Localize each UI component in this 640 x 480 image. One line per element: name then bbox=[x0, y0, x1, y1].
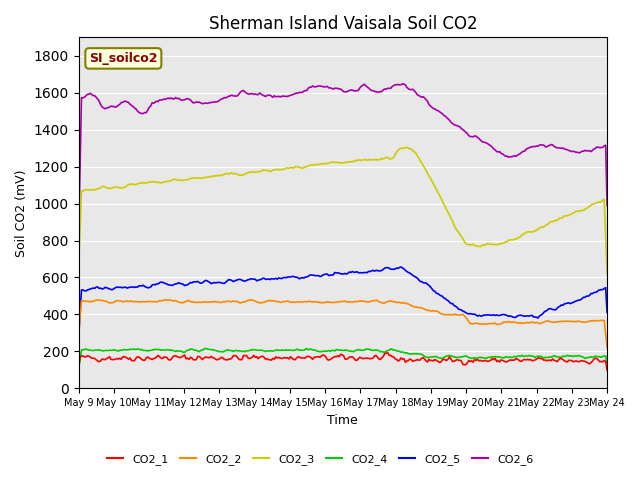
Legend: CO2_1, CO2_2, CO2_3, CO2_4, CO2_5, CO2_6: CO2_1, CO2_2, CO2_3, CO2_4, CO2_5, CO2_6 bbox=[102, 450, 538, 469]
Y-axis label: Soil CO2 (mV): Soil CO2 (mV) bbox=[15, 169, 28, 257]
X-axis label: Time: Time bbox=[328, 414, 358, 427]
Text: SI_soilco2: SI_soilco2 bbox=[89, 52, 157, 65]
Title: Sherman Island Vaisala Soil CO2: Sherman Island Vaisala Soil CO2 bbox=[209, 15, 477, 33]
